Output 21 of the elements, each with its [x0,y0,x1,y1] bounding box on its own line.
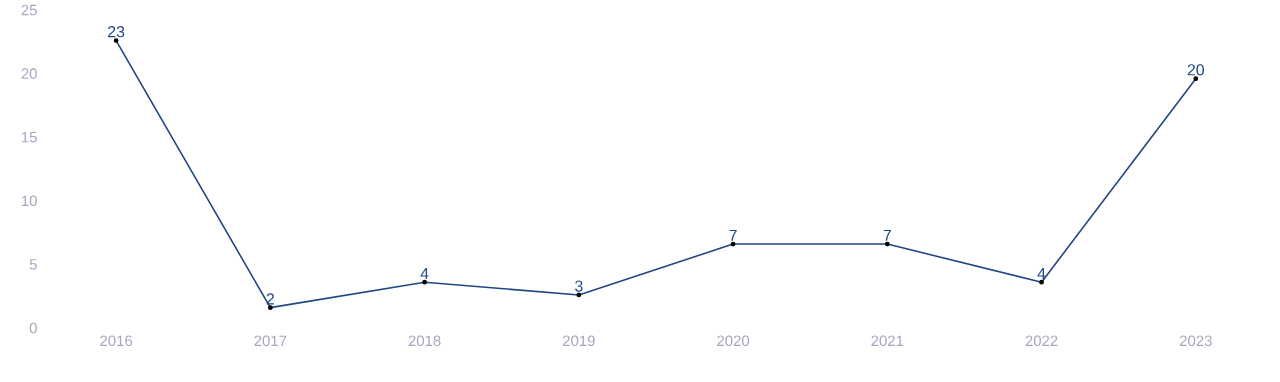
x-tick-label: 2022 [1025,335,1058,347]
data-label: 7 [729,229,737,241]
y-tick-label: 15 [22,131,37,143]
y-tick-label: 5 [29,259,37,270]
data-label: 7 [883,229,891,241]
x-tick-label: 2020 [717,335,750,347]
x-tick-label: 2021 [871,335,904,347]
x-tick-label: 2023 [1179,335,1212,347]
y-tick-label: 20 [21,68,37,79]
data-label: 4 [420,268,429,280]
y-tick-label: 10 [22,195,37,207]
x-tick-label: 2018 [408,335,441,347]
y-tick-label: 0 [29,322,37,334]
x-tick-label: 2017 [254,335,287,347]
data-label: 23 [108,26,125,38]
data-label: 20 [1187,64,1205,76]
y-tick-label: 25 [21,4,37,16]
data-label: 4 [1037,268,1046,280]
data-label: 3 [575,280,583,292]
x-tick-label: 2019 [562,335,595,347]
x-tick-label: 2016 [100,335,133,347]
